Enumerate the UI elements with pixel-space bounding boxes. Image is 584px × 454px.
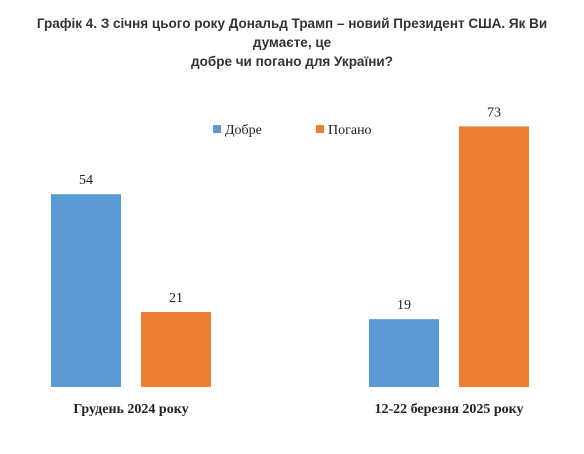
- bar-good-1: [51, 194, 121, 387]
- data-labels: 54 19 21 73: [79, 105, 501, 313]
- bar-bad-2: [459, 126, 529, 387]
- category-labels: Грудень 2024 року 12-22 березня 2025 року: [73, 402, 523, 417]
- legend-label-good: Добре: [225, 123, 262, 138]
- bar-good-2: [369, 319, 439, 387]
- data-label-bad-1: 21: [169, 291, 183, 306]
- data-label-good-2: 19: [397, 298, 411, 313]
- data-label-good-1: 54: [79, 173, 93, 188]
- chart-title-line-2: добре чи погано для України?: [191, 54, 393, 69]
- chart-title-line-1: Графік 4. З січня цього року Дональд Тра…: [36, 16, 548, 50]
- legend-swatch-bad: [316, 125, 324, 133]
- chart-title: Графік 4. З січня цього року Дональд Тра…: [10, 14, 574, 71]
- legend-swatch-good: [213, 125, 221, 133]
- bars: [51, 126, 529, 387]
- legend: Добре Погано: [213, 123, 372, 138]
- legend-label-bad: Погано: [328, 123, 372, 138]
- category-label-1: Грудень 2024 року: [73, 402, 188, 417]
- data-label-bad-2: 73: [487, 105, 501, 120]
- bar-bad-1: [141, 312, 211, 387]
- category-label-2: 12-22 березня 2025 року: [374, 402, 523, 417]
